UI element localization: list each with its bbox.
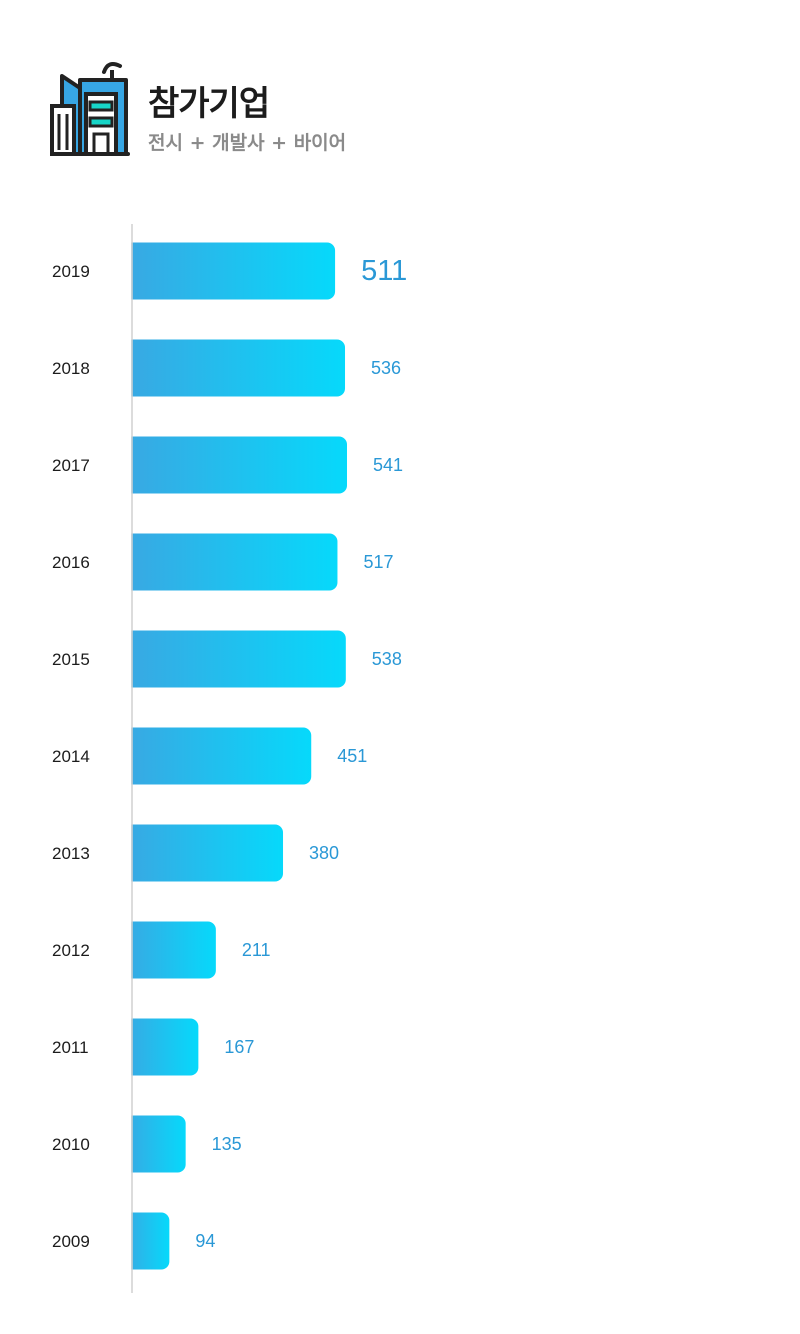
chart-title: 참가기업 [148, 84, 270, 124]
city-buildings-icon [50, 62, 130, 156]
value-label-2011: 167 [224, 1037, 254, 1057]
year-label-2019: 2019 [52, 262, 90, 281]
value-label-2015: 538 [372, 649, 402, 669]
year-label-2018: 2018 [52, 359, 90, 378]
bar-2016 [124, 533, 338, 591]
bar-2019 [124, 242, 336, 300]
year-label-2016: 2016 [52, 553, 90, 572]
year-label-2013: 2013 [52, 844, 90, 863]
value-label-2016: 517 [363, 552, 393, 572]
value-label-2014: 451 [337, 746, 367, 766]
year-label-2014: 2014 [52, 747, 90, 766]
year-label-2015: 2015 [52, 650, 90, 669]
value-label-2013: 380 [309, 843, 339, 863]
value-label-2010: 135 [212, 1134, 242, 1154]
bar-2013 [124, 824, 284, 882]
bar-2017 [124, 436, 347, 494]
year-label-2010: 2010 [52, 1135, 90, 1154]
bar-2012 [124, 921, 216, 979]
bar-2010 [124, 1115, 186, 1173]
year-label-2009: 2009 [52, 1232, 90, 1251]
value-label-2012: 211 [242, 940, 271, 960]
bar-2014 [124, 727, 312, 785]
value-label-2017: 541 [373, 455, 403, 475]
year-label-2017: 2017 [52, 456, 90, 475]
year-label-2012: 2012 [52, 941, 90, 960]
value-label-2009: 94 [195, 1231, 215, 1251]
chart-subtitle: 전시 + 개발사 + 바이어 [148, 132, 347, 154]
bar-2015 [124, 630, 346, 688]
chart-header: 참가기업 전시 + 개발사 + 바이어 [48, 58, 648, 168]
value-label-2019: 511 [361, 255, 407, 287]
year-label-2011: 2011 [52, 1038, 89, 1057]
bar-2009 [124, 1212, 170, 1270]
bar-2011 [124, 1018, 199, 1076]
value-label-2018: 536 [371, 358, 401, 378]
bar-2018 [124, 339, 346, 397]
bar-chart: 2019 511 2018 536 2017 541 2016 517 2015 538 2014 4… [52, 210, 407, 1300]
axis-mask [122, 210, 132, 1300]
